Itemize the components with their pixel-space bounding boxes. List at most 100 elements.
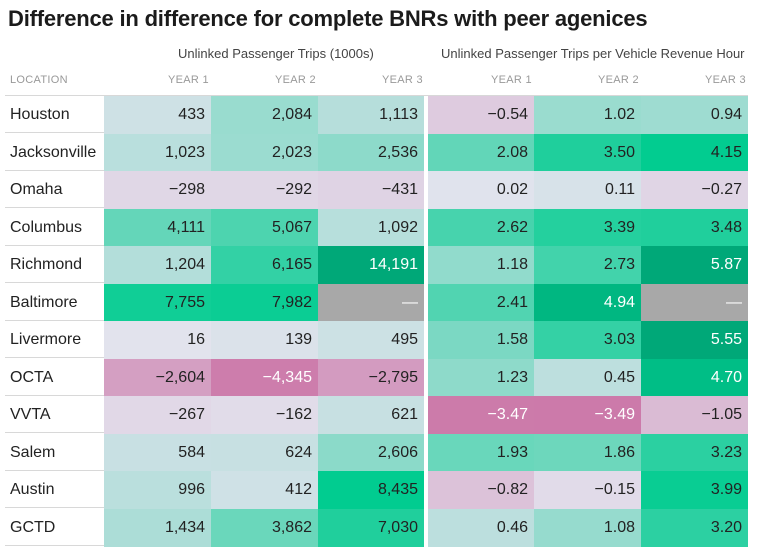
- column-header-tph-year1: YEAR 1: [491, 74, 532, 86]
- header-rule: [5, 95, 748, 96]
- table-row: Richmond 1,204 6,165 14,191 1.18 2.73 5.87: [0, 246, 760, 284]
- trips-cell: 4,111: [104, 208, 211, 247]
- trips-per-hour-cell: 1.23: [428, 358, 534, 397]
- row-separator: [5, 357, 105, 358]
- column-header-tph-year2: YEAR 2: [598, 74, 639, 86]
- trips-cell: −431: [318, 171, 424, 209]
- trips-cell: 624: [211, 433, 318, 472]
- group-header-trips-per-hour: Unlinked Passenger Trips per Vehicle Rev…: [441, 46, 745, 61]
- trips-cell: −2,795: [318, 358, 424, 397]
- trips-per-hour-cell: 4.94: [534, 283, 641, 322]
- trips-per-hour-cell: −3.47: [428, 396, 534, 434]
- table-row: OCTA −2,604 −4,345 −2,795 1.23 0.45 4.70: [0, 358, 760, 397]
- trips-cell: 495: [318, 321, 424, 359]
- trips-cell: 1,204: [104, 246, 211, 284]
- row-separator: [5, 319, 105, 321]
- row-location-label: GCTD: [10, 518, 56, 536]
- row-separator: [5, 282, 105, 283]
- trips-cell: 1,434: [104, 508, 211, 547]
- trips-cell: 8,435: [318, 471, 424, 509]
- chart-title: Difference in difference for complete BN…: [8, 6, 648, 31]
- trips-per-hour-cell: 3.20: [641, 508, 748, 547]
- trips-cell: 433: [104, 96, 211, 134]
- trips-per-hour-cell: 0.02: [428, 171, 534, 209]
- trips-per-hour-cell: 1.08: [534, 508, 641, 547]
- trips-cell: −162: [211, 396, 318, 434]
- table-row: GCTD 1,434 3,862 7,030 0.46 1.08 3.20: [0, 508, 760, 547]
- trips-per-hour-cell: 0.11: [534, 171, 641, 209]
- trips-cell: −298: [104, 171, 211, 209]
- column-header-tph-year3: YEAR 3: [705, 74, 746, 86]
- column-header-trips-year2: YEAR 2: [275, 74, 316, 86]
- trips-per-hour-cell: 2.62: [428, 208, 534, 247]
- trips-cell: —: [318, 283, 424, 322]
- table-row: Livermore 16 139 495 1.58 3.03 5.55: [0, 321, 760, 359]
- trips-cell: 14,191: [318, 246, 424, 284]
- trips-cell: −292: [211, 171, 318, 209]
- trips-per-hour-cell: 0.46: [428, 508, 534, 547]
- trips-per-hour-cell: 3.99: [641, 471, 748, 509]
- trips-per-hour-cell: 5.55: [641, 321, 748, 359]
- trips-cell: 2,536: [318, 133, 424, 172]
- trips-per-hour-cell: −0.54: [428, 96, 534, 134]
- trips-cell: 412: [211, 471, 318, 509]
- trips-cell: 16: [104, 321, 211, 359]
- trips-cell: 1,113: [318, 96, 424, 134]
- row-separator: [5, 244, 105, 246]
- table-row: Columbus 4,111 5,067 1,092 2.62 3.39 3.48: [0, 208, 760, 247]
- row-separator: [5, 469, 105, 471]
- row-location-label: Baltimore: [10, 293, 78, 311]
- trips-per-hour-cell: 2.41: [428, 283, 534, 322]
- table-row: Houston 433 2,084 1,113 −0.54 1.02 0.94: [0, 96, 760, 134]
- trips-per-hour-cell: 4.70: [641, 358, 748, 397]
- table-row: Austin 996 412 8,435 −0.82 −0.15 3.99: [0, 471, 760, 509]
- table-row: Omaha −298 −292 −431 0.02 0.11 −0.27: [0, 171, 760, 209]
- row-location-label: VVTA: [10, 406, 51, 423]
- column-header-trips-year1: YEAR 1: [168, 74, 209, 86]
- trips-cell: 7,982: [211, 283, 318, 322]
- row-location-label: Livermore: [10, 331, 82, 348]
- row-location-label: Austin: [10, 481, 55, 498]
- trips-per-hour-cell: −0.15: [534, 471, 641, 509]
- trips-per-hour-cell: 3.03: [534, 321, 641, 359]
- trips-per-hour-cell: 0.94: [641, 96, 748, 134]
- row-separator: [5, 207, 105, 208]
- trips-cell: 996: [104, 471, 211, 509]
- trips-per-hour-cell: 2.08: [428, 133, 534, 172]
- trips-cell: 2,606: [318, 433, 424, 472]
- trips-per-hour-cell: 0.45: [534, 358, 641, 397]
- table-row: Baltimore 7,755 7,982—2.41 4.94—: [0, 283, 760, 322]
- trips-cell: 139: [211, 321, 318, 359]
- trips-cell: 2,023: [211, 133, 318, 172]
- trips-per-hour-cell: 1.93: [428, 433, 534, 472]
- trips-cell: 7,030: [318, 508, 424, 547]
- row-location-label: Omaha: [10, 181, 63, 198]
- row-location-label: Richmond: [10, 256, 83, 273]
- trips-per-hour-cell: 2.73: [534, 246, 641, 284]
- trips-per-hour-cell: 5.87: [641, 246, 748, 284]
- trips-per-hour-cell: 3.23: [641, 433, 748, 472]
- trips-cell: 6,165: [211, 246, 318, 284]
- trips-per-hour-cell: −0.82: [428, 471, 534, 509]
- row-separator: [5, 132, 105, 133]
- row-location-label: Houston: [10, 106, 70, 123]
- trips-per-hour-cell: 3.39: [534, 208, 641, 247]
- trips-per-hour-cell: −0.27: [641, 171, 748, 209]
- trips-per-hour-cell: 1.86: [534, 433, 641, 472]
- trips-per-hour-cell: 1.58: [428, 321, 534, 359]
- trips-per-hour-cell: 3.48: [641, 208, 748, 247]
- trips-per-hour-cell: −1.05: [641, 396, 748, 434]
- trips-cell: −4,345: [211, 358, 318, 397]
- trips-cell: 1,092: [318, 208, 424, 247]
- group-header-trips: Unlinked Passenger Trips (1000s): [178, 46, 374, 61]
- table-row: VVTA −267 −162 621 −3.47 −3.49 −1.05: [0, 396, 760, 434]
- row-separator: [5, 169, 105, 171]
- trips-cell: −267: [104, 396, 211, 434]
- trips-cell: 621: [318, 396, 424, 434]
- row-separator: [5, 507, 105, 508]
- trips-cell: 5,067: [211, 208, 318, 247]
- column-header-location: LOCATION: [10, 74, 68, 86]
- table-row: Jacksonville 1,023 2,023 2,536 2.08 3.50 4.15: [0, 133, 760, 172]
- column-header-trips-year3: YEAR 3: [382, 74, 423, 86]
- row-location-label: OCTA: [10, 368, 54, 386]
